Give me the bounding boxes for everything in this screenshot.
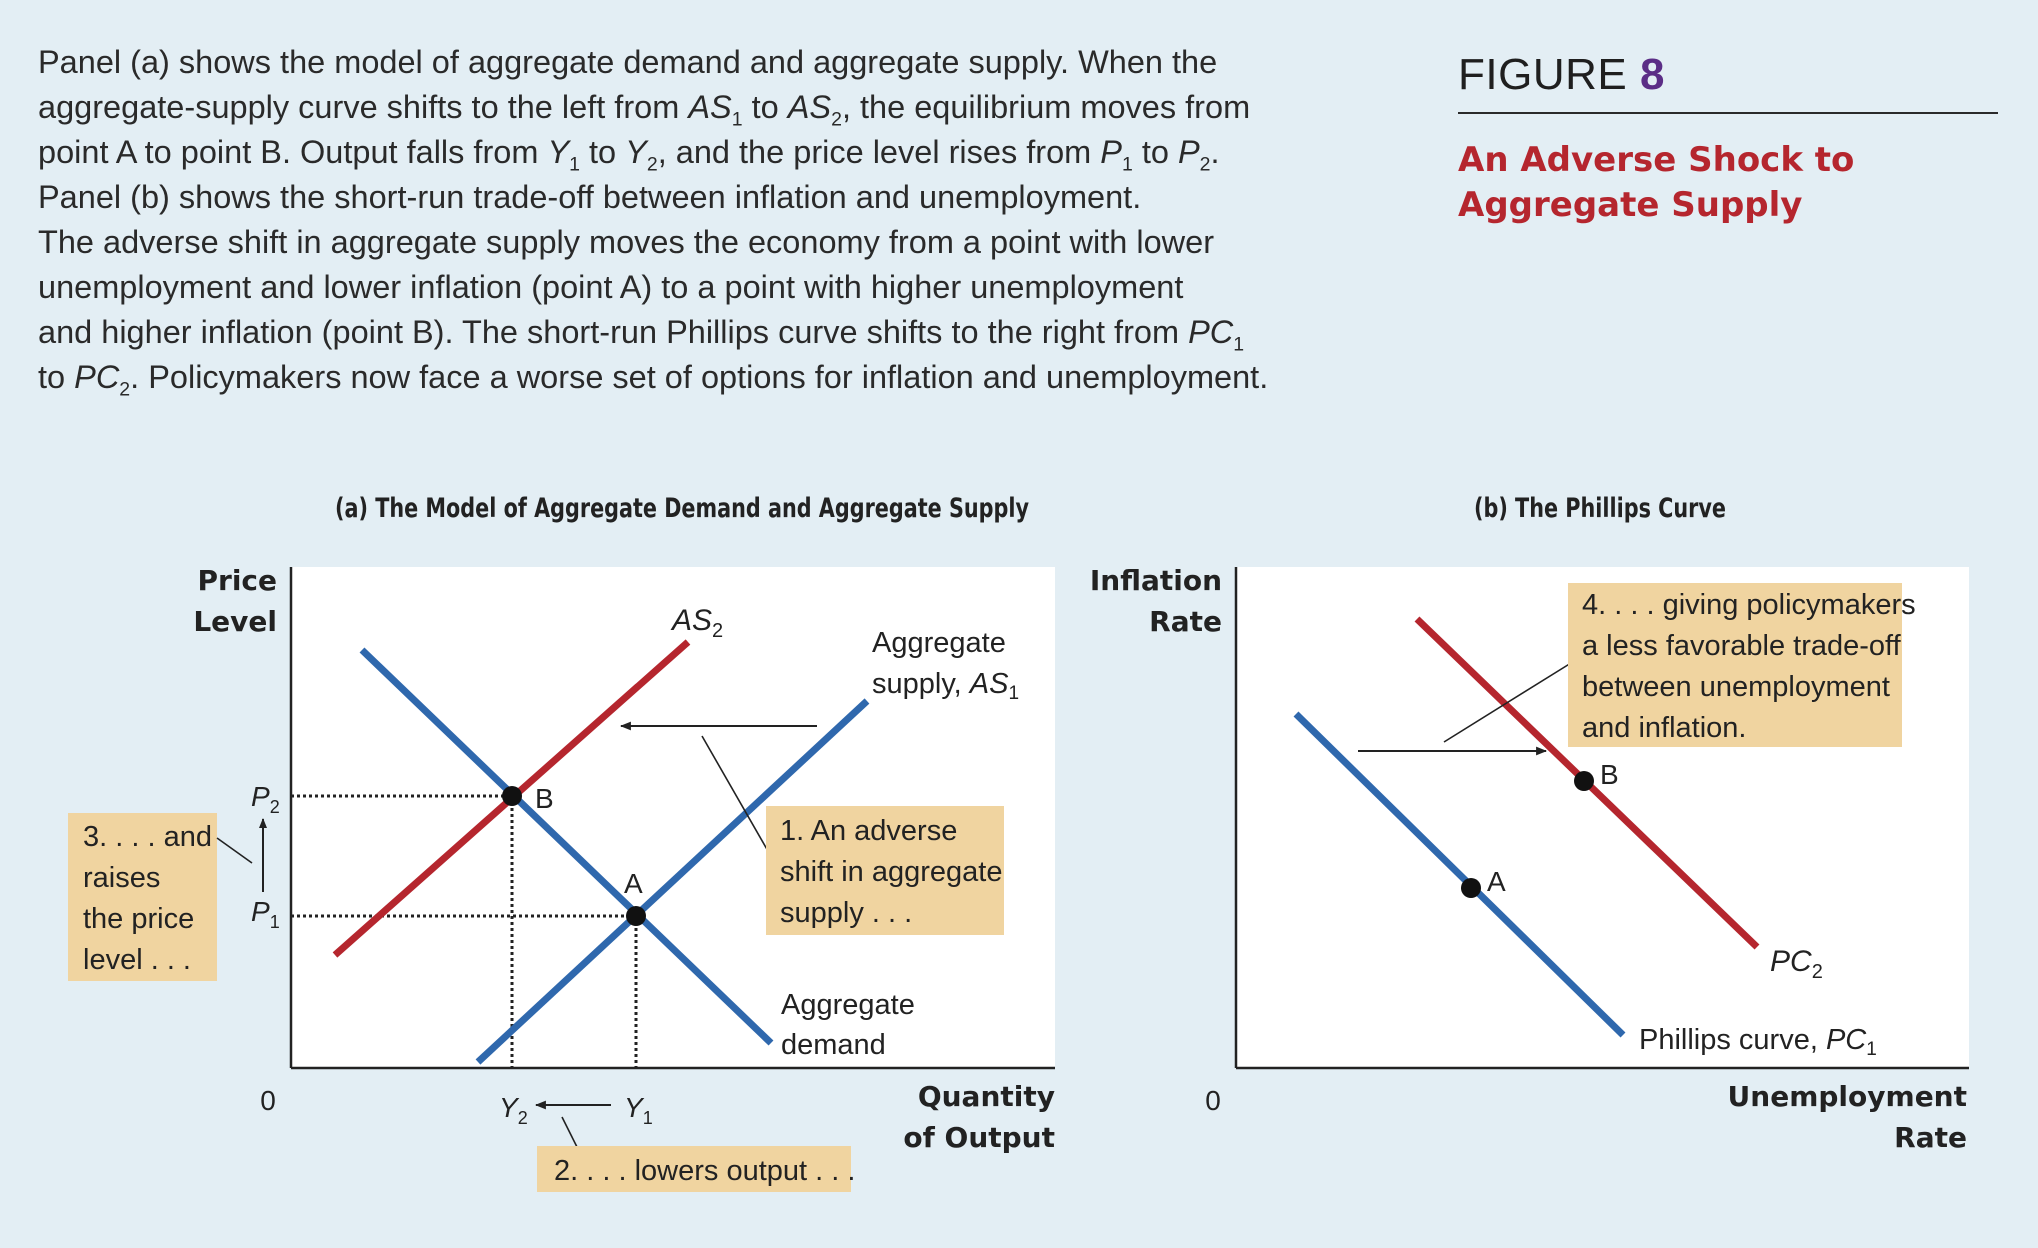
- pc-point-b-label: B: [1600, 759, 1619, 790]
- note-4-box: 4. . . . giving policymakers a less favo…: [1568, 583, 1916, 747]
- y1-tick-label: Y1: [624, 1092, 653, 1128]
- panel-a-title: (a) The Model of Aggregate Demand and Ag…: [335, 493, 1029, 524]
- panel-a: (a) The Model of Aggregate Demand and Ag…: [68, 493, 1055, 1192]
- pc-point-a-marker: [1461, 878, 1481, 898]
- caption-line-1: Panel (a) shows the model of aggregate d…: [38, 44, 1218, 80]
- figure-title: An Adverse Shock to Aggregate Supply: [1458, 138, 1998, 228]
- caption-line-8: to PC2. Policymakers now face a worse se…: [38, 359, 1269, 401]
- y2-tick-label: Y2: [499, 1092, 528, 1128]
- panel-b-origin: 0: [1205, 1085, 1221, 1116]
- caption-line-2: aggregate-supply curve shifts to the lef…: [38, 89, 1251, 131]
- panel-a-origin: 0: [260, 1085, 276, 1116]
- caption-line-5: The adverse shift in aggregate supply mo…: [38, 224, 1215, 260]
- point-b-marker: [502, 786, 522, 806]
- note-2-line-1: 2. . . . lowers output . . .: [554, 1155, 855, 1187]
- note-2-leader: [561, 1116, 578, 1148]
- note-3-line-1: 3. . . . and: [83, 821, 212, 853]
- note-4-line-1: 4. . . . giving policymakers: [1582, 589, 1916, 621]
- as1-curve: [475, 698, 870, 1065]
- note-3-leader: [216, 837, 253, 864]
- note-4-line-2: a less favorable trade-off: [1582, 630, 1902, 662]
- panel-b-y-label-line-2: Rate: [1149, 605, 1222, 638]
- caption-line-6: unemployment and lower inflation (point …: [38, 269, 1184, 305]
- figure-caption: Panel (a) shows the model of aggregate d…: [38, 40, 1368, 400]
- caption-line-3: point A to point B. Output falls from Y1…: [38, 134, 1220, 176]
- pc2-label: PC2: [1770, 945, 1823, 983]
- p2-tick-label: P2: [251, 781, 280, 817]
- panel-a-y-label-line-2: Level: [193, 605, 277, 638]
- note-3-line-2: raises: [83, 862, 160, 894]
- panel-b-title: (b) The Phillips Curve: [1474, 493, 1726, 524]
- note-1-line-1: 1. An adverse: [780, 815, 957, 847]
- panel-a-y-label-line-1: Price: [197, 564, 277, 597]
- note-3-line-4: level . . .: [83, 944, 191, 976]
- point-a-label: A: [624, 868, 643, 899]
- ad-label-line-1: Aggregate: [781, 989, 915, 1021]
- aggregate-demand-curve: [359, 647, 774, 1046]
- point-a-marker: [626, 906, 646, 926]
- pc1-curve: [1293, 711, 1626, 1038]
- note-3-box: 3. . . . and raises the price level . . …: [68, 813, 217, 981]
- panel-b: (b) The Phillips Curve Inflation Rate Un…: [1090, 493, 1969, 1154]
- p1-tick-label: P1: [251, 896, 280, 932]
- note-4-line-4: and inflation.: [1582, 712, 1746, 744]
- panel-a-x-label-line-1: Quantity: [918, 1080, 1055, 1113]
- note-1-line-3: supply . . .: [780, 897, 912, 929]
- figure-header: FIGURE 8 An Adverse Shock to Aggregate S…: [1458, 50, 1998, 228]
- note-1-line-2: shift in aggregate: [780, 856, 1002, 888]
- note-4-leader: [1443, 662, 1572, 743]
- figure-number: 8: [1639, 50, 1665, 99]
- ad-label-line-2: demand: [781, 1029, 886, 1061]
- panel-a-x-label-line-2: of Output: [903, 1121, 1055, 1154]
- as1-label-line-2: supply, AS1: [872, 668, 1019, 704]
- note-1-box: 1. An adverse shift in aggregate supply …: [766, 806, 1004, 935]
- panel-b-x-label-line-1: Unemployment: [1728, 1080, 1967, 1113]
- pc1-label: Phillips curve, PC1: [1639, 1024, 1877, 1060]
- caption-line-7: and higher inflation (point B). The shor…: [38, 314, 1245, 356]
- as2-label: AS2: [670, 604, 723, 642]
- figure-title-line-1: An Adverse Shock to: [1458, 140, 1855, 180]
- panel-b-y-label-line-1: Inflation: [1090, 564, 1222, 597]
- pc-point-b-marker: [1574, 771, 1594, 791]
- as1-label-line-1: Aggregate: [872, 627, 1006, 659]
- panel-b-x-label-line-2: Rate: [1894, 1121, 1967, 1154]
- figure-label-text: FIGURE: [1458, 50, 1628, 99]
- caption-line-4: Panel (b) shows the short-run trade-off …: [38, 179, 1142, 215]
- figure-title-line-2: Aggregate Supply: [1458, 185, 1803, 225]
- note-3-line-3: the price: [83, 903, 194, 935]
- note-2-box: 2. . . . lowers output . . .: [537, 1146, 855, 1192]
- figure-label: FIGURE 8: [1458, 50, 1998, 114]
- pc-point-a-label: A: [1487, 866, 1506, 897]
- note-4-line-3: between unemployment: [1582, 671, 1890, 703]
- point-b-label: B: [535, 783, 554, 814]
